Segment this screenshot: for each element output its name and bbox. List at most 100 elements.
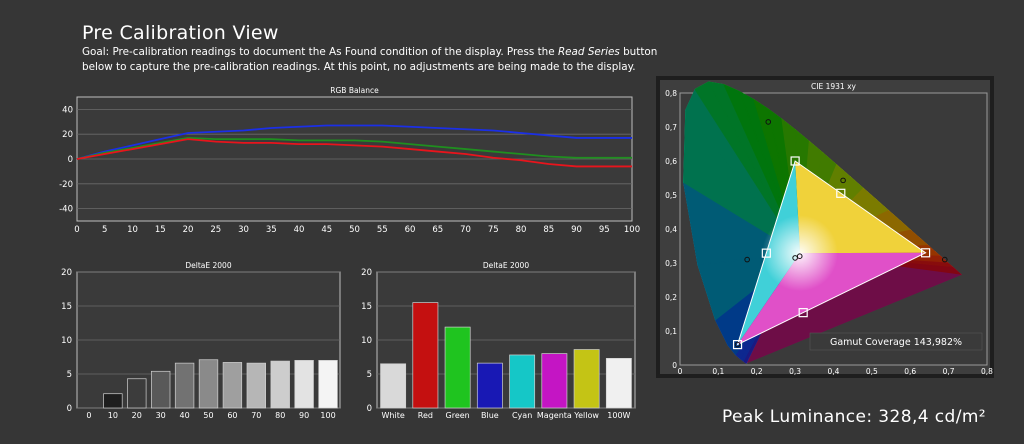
- colors-y-tick-label: 0: [367, 404, 372, 414]
- grey-x-tick-label: 70: [251, 411, 261, 420]
- cie-y-tick-label: 0,3: [665, 259, 677, 268]
- rgb-x-tick-label: 55: [377, 225, 388, 235]
- rgb-x-tick-label: 70: [460, 225, 471, 235]
- rgb-x-tick-label: 20: [183, 225, 194, 235]
- grey-x-tick-label: 50: [203, 411, 213, 420]
- cie-target-marker: [921, 248, 931, 258]
- cie-white-glow: [761, 215, 838, 292]
- colors-chart-title: DeltaE 2000: [483, 261, 529, 270]
- rgb-chart-title: RGB Balance: [330, 86, 379, 95]
- rgb-series-line-2: [76, 138, 632, 168]
- cie-y-tick-label: 0,8: [665, 89, 677, 98]
- colors-y-tick-label: 5: [367, 370, 372, 380]
- grey-bar: [151, 370, 171, 409]
- cie-measured-point: [840, 177, 846, 184]
- grey-x-tick-label: 10: [108, 411, 118, 420]
- colors-x-tick-label: White: [381, 411, 404, 420]
- cie-annotation-box: [809, 332, 983, 351]
- rgb-y-tick-label: 0: [68, 155, 73, 165]
- cie-target-marker: [761, 248, 771, 258]
- rgb-y-tick-label: -40: [59, 205, 73, 215]
- colors-y-tick-label: 20: [361, 268, 372, 278]
- grey-x-tick-label: 20: [132, 411, 142, 420]
- cie-x-tick-label: 0,3: [789, 367, 801, 376]
- rgb-series-line-0: [76, 124, 632, 160]
- grey-bar: [246, 362, 266, 409]
- rgb-x-tick-label: 0: [74, 225, 79, 235]
- cie-target-marker: [836, 188, 846, 198]
- rgb-x-tick-label: 65: [432, 225, 443, 235]
- grey-bar: [294, 360, 314, 409]
- colors-y-tick-label: 10: [361, 336, 372, 346]
- grey-y-tick-label: 20: [61, 268, 72, 278]
- rgb-y-tick-label: 40: [62, 105, 73, 115]
- page-title: Pre Calibration View: [82, 22, 279, 44]
- rgb-y-tick-label: -20: [59, 180, 73, 190]
- rgb-x-tick-label: 95: [599, 225, 610, 235]
- cie-y-tick-label: 0,6: [665, 157, 677, 166]
- colors-bar: [573, 349, 600, 409]
- cie-target-marker: [798, 308, 808, 318]
- goal-prefix: Goal: Pre-calibration readings to docume…: [82, 46, 558, 58]
- rgb-x-tick-label: 100: [624, 225, 640, 235]
- grey-x-tick-label: 30: [156, 411, 166, 420]
- rgb-x-tick-label: 90: [571, 225, 582, 235]
- cie-measured-point: [792, 255, 798, 261]
- cie-1931-chart: CIE 1931 xy 0,8 0,7 0,6 0,5 0,4 0,3 0,2 0,1 00 0,1…: [656, 76, 994, 378]
- cie-measured-point: [744, 256, 750, 263]
- grey-x-tick-label: 100: [320, 411, 335, 420]
- cie-x-tick-label: 0,7: [943, 367, 955, 376]
- grey-x-tick-label: 0: [86, 411, 91, 420]
- grey-y-tick-label: 10: [61, 336, 72, 346]
- cie-x-tick-label: 0: [678, 367, 683, 376]
- colors-bar: [380, 363, 407, 409]
- cie-measured-point: [765, 119, 772, 125]
- colors-bar: [541, 353, 568, 409]
- cie-x-tick-label: 0,5: [866, 367, 878, 376]
- rgb-x-tick-label: 25: [210, 225, 221, 235]
- rgb-y-tick-label: 20: [62, 130, 73, 140]
- color-deltae-chart: DeltaE 2000 20 15 10 5 0 White Red Green Blue Cyan…: [361, 261, 636, 420]
- colors-x-tick-label: Magenta: [537, 411, 572, 420]
- rgb-x-tick-label: 15: [155, 225, 166, 235]
- grey-chart-title: DeltaE 2000: [185, 261, 231, 270]
- goal-suffix: button below to capture the pre-calibrat…: [82, 46, 658, 73]
- grey-x-tick-label: 60: [227, 411, 237, 420]
- grey-bar: [198, 359, 219, 409]
- grey-y-tick-label: 5: [67, 370, 72, 380]
- cie-measured-point: [734, 341, 741, 348]
- rgb-x-tick-label: 10: [127, 225, 138, 235]
- cie-x-tick-label: 0,2: [751, 367, 763, 376]
- goal-read-series: Read Series: [557, 46, 620, 58]
- grey-bar: [270, 360, 290, 409]
- colors-bar: [476, 362, 503, 409]
- colors-x-tick-label: Green: [446, 411, 470, 420]
- rgb-x-tick-label: 5: [102, 225, 107, 235]
- cie-x-tick-label: 0,8: [981, 367, 993, 376]
- rgb-x-tick-label: 45: [321, 225, 332, 235]
- grey-y-tick-label: 0: [67, 404, 72, 414]
- colors-y-tick-label: 15: [361, 302, 372, 312]
- rgb-series-line-1: [76, 137, 632, 160]
- colors-x-tick-label: Cyan: [512, 411, 532, 420]
- rgb-x-tick-label: 40: [294, 225, 305, 235]
- rgb-x-tick-label: 50: [349, 225, 360, 235]
- rgb-x-tick-label: 60: [405, 225, 416, 235]
- rgb-x-tick-label: 75: [488, 225, 499, 235]
- goal-text: Goal: Pre-calibration readings to docume…: [82, 45, 682, 75]
- cie-target-marker: [790, 156, 800, 166]
- cie-measured-point: [941, 256, 948, 263]
- cie-x-tick-label: 0,4: [828, 367, 840, 376]
- rgb-x-tick-label: 35: [266, 225, 277, 235]
- grey-x-tick-label: 40: [179, 411, 189, 420]
- grey-bar: [174, 362, 195, 409]
- cie-y-tick-label: 0,1: [665, 327, 677, 336]
- grey-bar: [318, 360, 338, 409]
- cie-y-tick-label: 0,2: [665, 293, 677, 302]
- grey-y-tick-label: 15: [61, 302, 72, 312]
- colors-x-tick-label: Blue: [481, 411, 499, 420]
- grey-x-tick-label: 90: [299, 411, 309, 420]
- rgb-x-tick-label: 85: [543, 225, 554, 235]
